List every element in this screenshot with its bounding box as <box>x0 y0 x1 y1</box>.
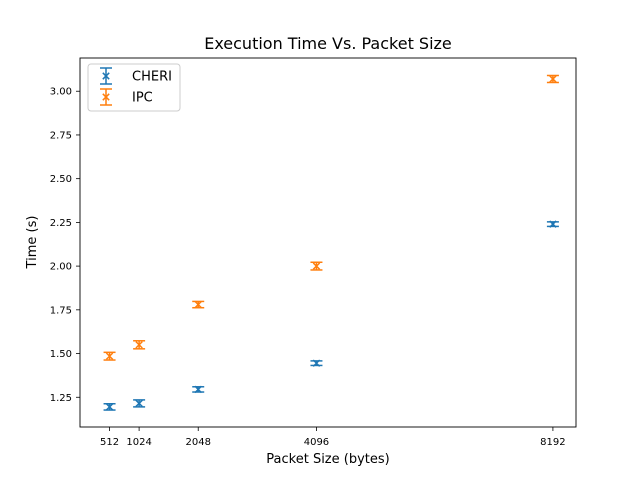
marker-stroke <box>194 385 202 394</box>
y-axis-ticks: 1.25 1.50 1.75 2.00 2.25 2.50 2.75 3.00 <box>50 87 80 404</box>
y-tick-label: 2.50 <box>50 174 72 185</box>
y-tick-label: 2.75 <box>50 130 72 141</box>
plot-frame <box>79 57 577 428</box>
point-marker <box>312 359 321 367</box>
data-point-ipc <box>192 300 205 309</box>
marker-stroke <box>549 75 557 83</box>
marker-stroke <box>105 352 114 360</box>
y-tick-label: 1.75 <box>50 305 72 316</box>
marker-stroke <box>549 220 557 228</box>
legend-entry-cheri: CHERI <box>100 67 172 85</box>
x-tick-label: 8192 <box>540 437 565 448</box>
data-point-cheri <box>103 402 116 411</box>
legend-label: IPC <box>132 91 153 106</box>
marker-stroke <box>102 93 110 101</box>
marker-stroke <box>135 341 143 349</box>
point-marker <box>135 399 143 408</box>
y-axis-label: Time (s) <box>25 216 40 270</box>
legend: CHERI IPC <box>87 63 181 112</box>
marker-stroke <box>105 403 114 411</box>
point-marker <box>135 341 143 349</box>
legend-marker <box>102 93 110 101</box>
y-tick-label: 2.25 <box>50 218 72 229</box>
point-marker <box>549 75 557 83</box>
marker-stroke <box>102 72 110 80</box>
data-point-ipc <box>133 340 146 350</box>
legend-entry-ipc: IPC <box>100 88 153 106</box>
marker-stroke <box>194 300 202 309</box>
marker-stroke <box>135 399 143 408</box>
y-tick-label: 1.50 <box>50 349 72 360</box>
legend-label: CHERI <box>132 70 172 85</box>
x-axis-label: Packet Size (bytes) <box>266 452 389 467</box>
data-point-ipc <box>310 261 323 271</box>
data-point-ipc <box>546 74 559 84</box>
x-axis-ticks: 512 1024 2048 4096 8192 <box>100 427 566 448</box>
chart-title: Execution Time Vs. Packet Size <box>204 34 452 53</box>
point-marker <box>105 352 114 360</box>
legend-marker <box>102 72 110 80</box>
x-tick-label: 2048 <box>186 437 211 448</box>
x-tick-label: 512 <box>100 437 119 448</box>
y-tick-label: 1.25 <box>50 393 72 404</box>
y-tick-label: 2.00 <box>50 262 72 273</box>
marker-stroke <box>312 262 321 270</box>
point-marker <box>194 300 202 309</box>
x-tick-label: 1024 <box>126 437 151 448</box>
data-point-cheri <box>192 385 205 394</box>
y-tick-label: 3.00 <box>50 87 72 98</box>
legend-items: CHERI IPC <box>100 67 172 106</box>
data-point-cheri <box>546 220 559 228</box>
point-marker <box>312 262 321 270</box>
legend-box <box>87 63 181 112</box>
marker-stroke <box>312 359 321 367</box>
data-marks <box>103 74 559 411</box>
data-point-cheri <box>133 399 146 408</box>
point-marker <box>194 385 202 394</box>
point-marker <box>549 220 557 228</box>
data-point-cheri <box>310 359 323 367</box>
data-point-ipc <box>103 351 116 361</box>
x-tick-label: 4096 <box>304 437 329 448</box>
point-marker <box>105 403 114 411</box>
